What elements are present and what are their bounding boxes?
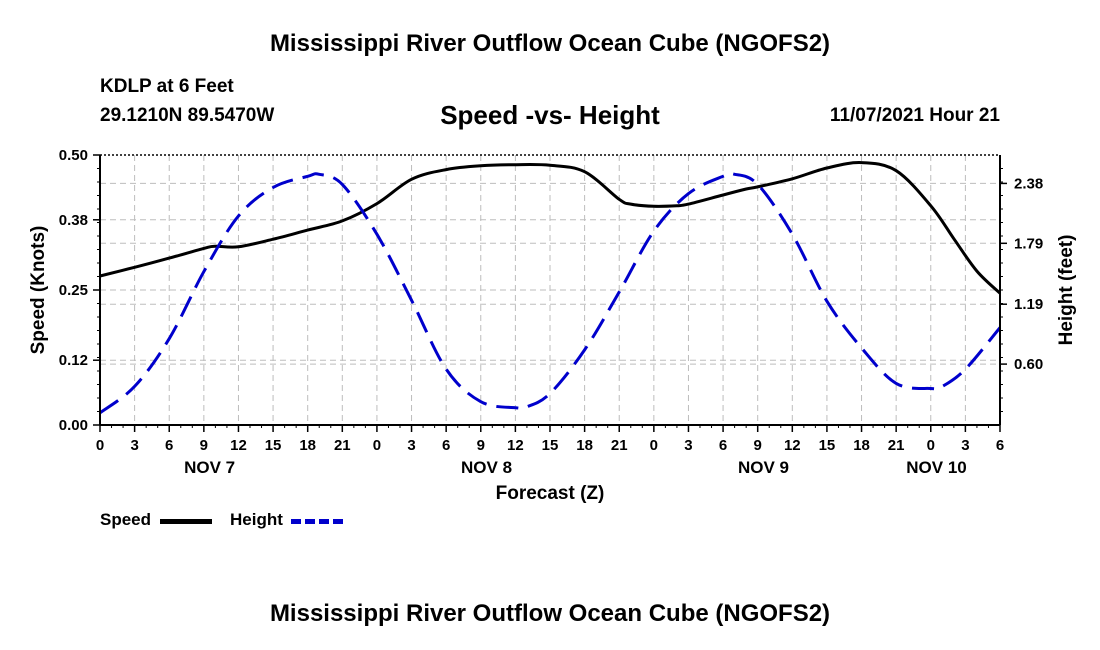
x-tick-label: 3 [407, 437, 415, 454]
date-label: NOV 10 [906, 458, 966, 477]
chart-subtitle: Speed -vs- Height [440, 100, 660, 130]
station-label: KDLP at 6 Feet [100, 76, 234, 97]
x-tick-label: 9 [200, 437, 208, 454]
x-tick-label: 6 [442, 437, 450, 454]
x-tick-label: 9 [754, 437, 762, 454]
x-tick-label: 3 [684, 437, 692, 454]
x-tick-label: 18 [299, 437, 316, 454]
x-tick-label: 15 [265, 437, 282, 454]
y-tick-label-left: 0.25 [59, 282, 88, 299]
x-axis-label: Forecast (Z) [495, 483, 605, 504]
x-tick-label: 15 [542, 437, 559, 454]
x-tick-label: 6 [719, 437, 727, 454]
x-tick-label: 6 [165, 437, 173, 454]
x-tick-label: 12 [784, 437, 801, 454]
series-layer [99, 161, 1002, 415]
x-tick-label: 12 [507, 437, 524, 454]
x-tick-label: 3 [130, 437, 138, 454]
x-tick-label: 18 [853, 437, 870, 454]
x-tick-label: 18 [576, 437, 593, 454]
y-tick-label-left: 0.50 [59, 147, 88, 164]
series-line-height [99, 171, 1002, 415]
datetime-label: 11/07/2021 Hour 21 [829, 105, 1000, 126]
y-tick-label-left: 0.12 [59, 352, 88, 369]
date-label: NOV 7 [184, 458, 235, 477]
y-axis-label-left: Speed (Knots) [28, 226, 49, 355]
legend-height-label: Height [230, 510, 283, 529]
legend-height-line [291, 519, 343, 524]
legend-speed-label: Speed [100, 510, 152, 529]
tick-labels: 0 3 6 9 12 15 18 21 0 3 6 9 12 15 18 21 0 3 6 9 12 15 18 21 0 3 6N… [28, 147, 1077, 477]
y-axis-label-right: Height (feet) [1056, 235, 1077, 346]
x-tick-label: 6 [996, 437, 1004, 454]
y-tick-label-left: 0.38 [59, 212, 88, 229]
grid [100, 155, 1000, 425]
x-tick-label: 0 [650, 437, 658, 454]
legend-speed-line [160, 519, 212, 524]
footer-title: Mississippi River Outflow Ocean Cube (NG… [269, 600, 831, 627]
x-tick-label: 0 [927, 437, 935, 454]
y-tick-label-right: 1.79 [1014, 235, 1043, 252]
axes [93, 154, 1007, 432]
x-tick-label: 9 [477, 437, 485, 454]
coordinates-label: 29.1210N 89.5470W [100, 105, 275, 126]
y-tick-label-right: 1.19 [1014, 296, 1043, 313]
y-tick-label-left: 0.00 [59, 417, 88, 434]
y-tick-label-right: 0.60 [1014, 356, 1043, 373]
date-label: NOV 8 [461, 458, 512, 477]
x-tick-label: 0 [96, 437, 104, 454]
y-tick-label-right: 2.38 [1014, 175, 1043, 192]
x-tick-label: 21 [334, 437, 351, 454]
chart-title: Mississippi River Outflow Ocean Cube (NG… [269, 30, 831, 57]
x-tick-label: 21 [611, 437, 628, 454]
x-tick-label: 21 [888, 437, 905, 454]
date-label: NOV 9 [738, 458, 789, 477]
x-tick-label: 3 [961, 437, 969, 454]
x-tick-label: 0 [373, 437, 381, 454]
series-line-speed [99, 161, 1002, 295]
x-tick-label: 15 [819, 437, 836, 454]
x-tick-label: 12 [230, 437, 247, 454]
